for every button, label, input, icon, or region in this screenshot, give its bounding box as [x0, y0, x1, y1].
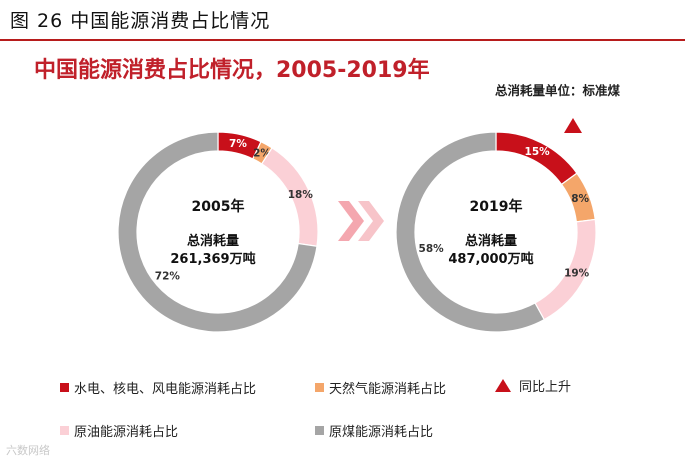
data-label-hydro: 7%: [229, 138, 247, 150]
chevron-right-icon: [338, 201, 384, 241]
legend-label: 原油能源消耗占比: [74, 425, 179, 440]
chart-title: 中国能源消费占比情况，2005-2019年: [34, 58, 430, 83]
slice-coal: [117, 131, 318, 333]
rise-marker-hydro-2019: [564, 118, 582, 133]
slice-coal: [395, 131, 545, 333]
data-label-coal: 72%: [155, 270, 181, 282]
legend-swatch: [60, 383, 69, 392]
legend-label: 同比上升: [519, 380, 572, 395]
legend-swatch: [60, 426, 69, 435]
watermark: 六数网络: [6, 444, 50, 457]
data-label-coal: 58%: [419, 243, 445, 255]
legend-label: 原煤能源消耗占比: [329, 425, 434, 440]
data-label-gas: 8%: [571, 193, 589, 205]
triangle-up-icon: [495, 379, 511, 392]
legend-item-yoy-rise: 同比上升: [495, 376, 571, 395]
center-total-label: 总消耗量: [187, 233, 239, 249]
legend-label: 水电、核电、风电能源消耗占比: [74, 382, 257, 397]
title-divider: [0, 39, 685, 41]
center-year: 2019年: [470, 198, 523, 215]
legend-swatch: [315, 383, 324, 392]
legend-label: 天然气能源消耗占比: [329, 382, 447, 397]
legend-item-hydro-nuclear-wind: 水电、核电、风电能源消耗占比: [60, 378, 256, 397]
center-total-value: 487,000万吨: [448, 251, 533, 267]
center-total-value: 261,369万吨: [170, 251, 255, 267]
legend-item-crude-oil: 原油能源消耗占比: [60, 421, 178, 440]
legend-item-coal: 原煤能源消耗占比: [315, 421, 433, 440]
data-label-oil: 18%: [288, 189, 314, 201]
slice-hydro: [495, 131, 578, 186]
legend-item-natural-gas: 天然气能源消耗占比: [315, 378, 446, 397]
data-label-hydro: 15%: [525, 146, 551, 158]
unit-note: 总消耗量单位：标准煤: [495, 83, 621, 98]
data-label-oil: 19%: [564, 268, 590, 280]
center-year: 2005年: [192, 198, 245, 215]
center-total-label: 总消耗量: [465, 233, 517, 249]
legend-swatch: [315, 426, 324, 435]
figure-title: 图 26 中国能源消费占比情况: [10, 10, 271, 32]
